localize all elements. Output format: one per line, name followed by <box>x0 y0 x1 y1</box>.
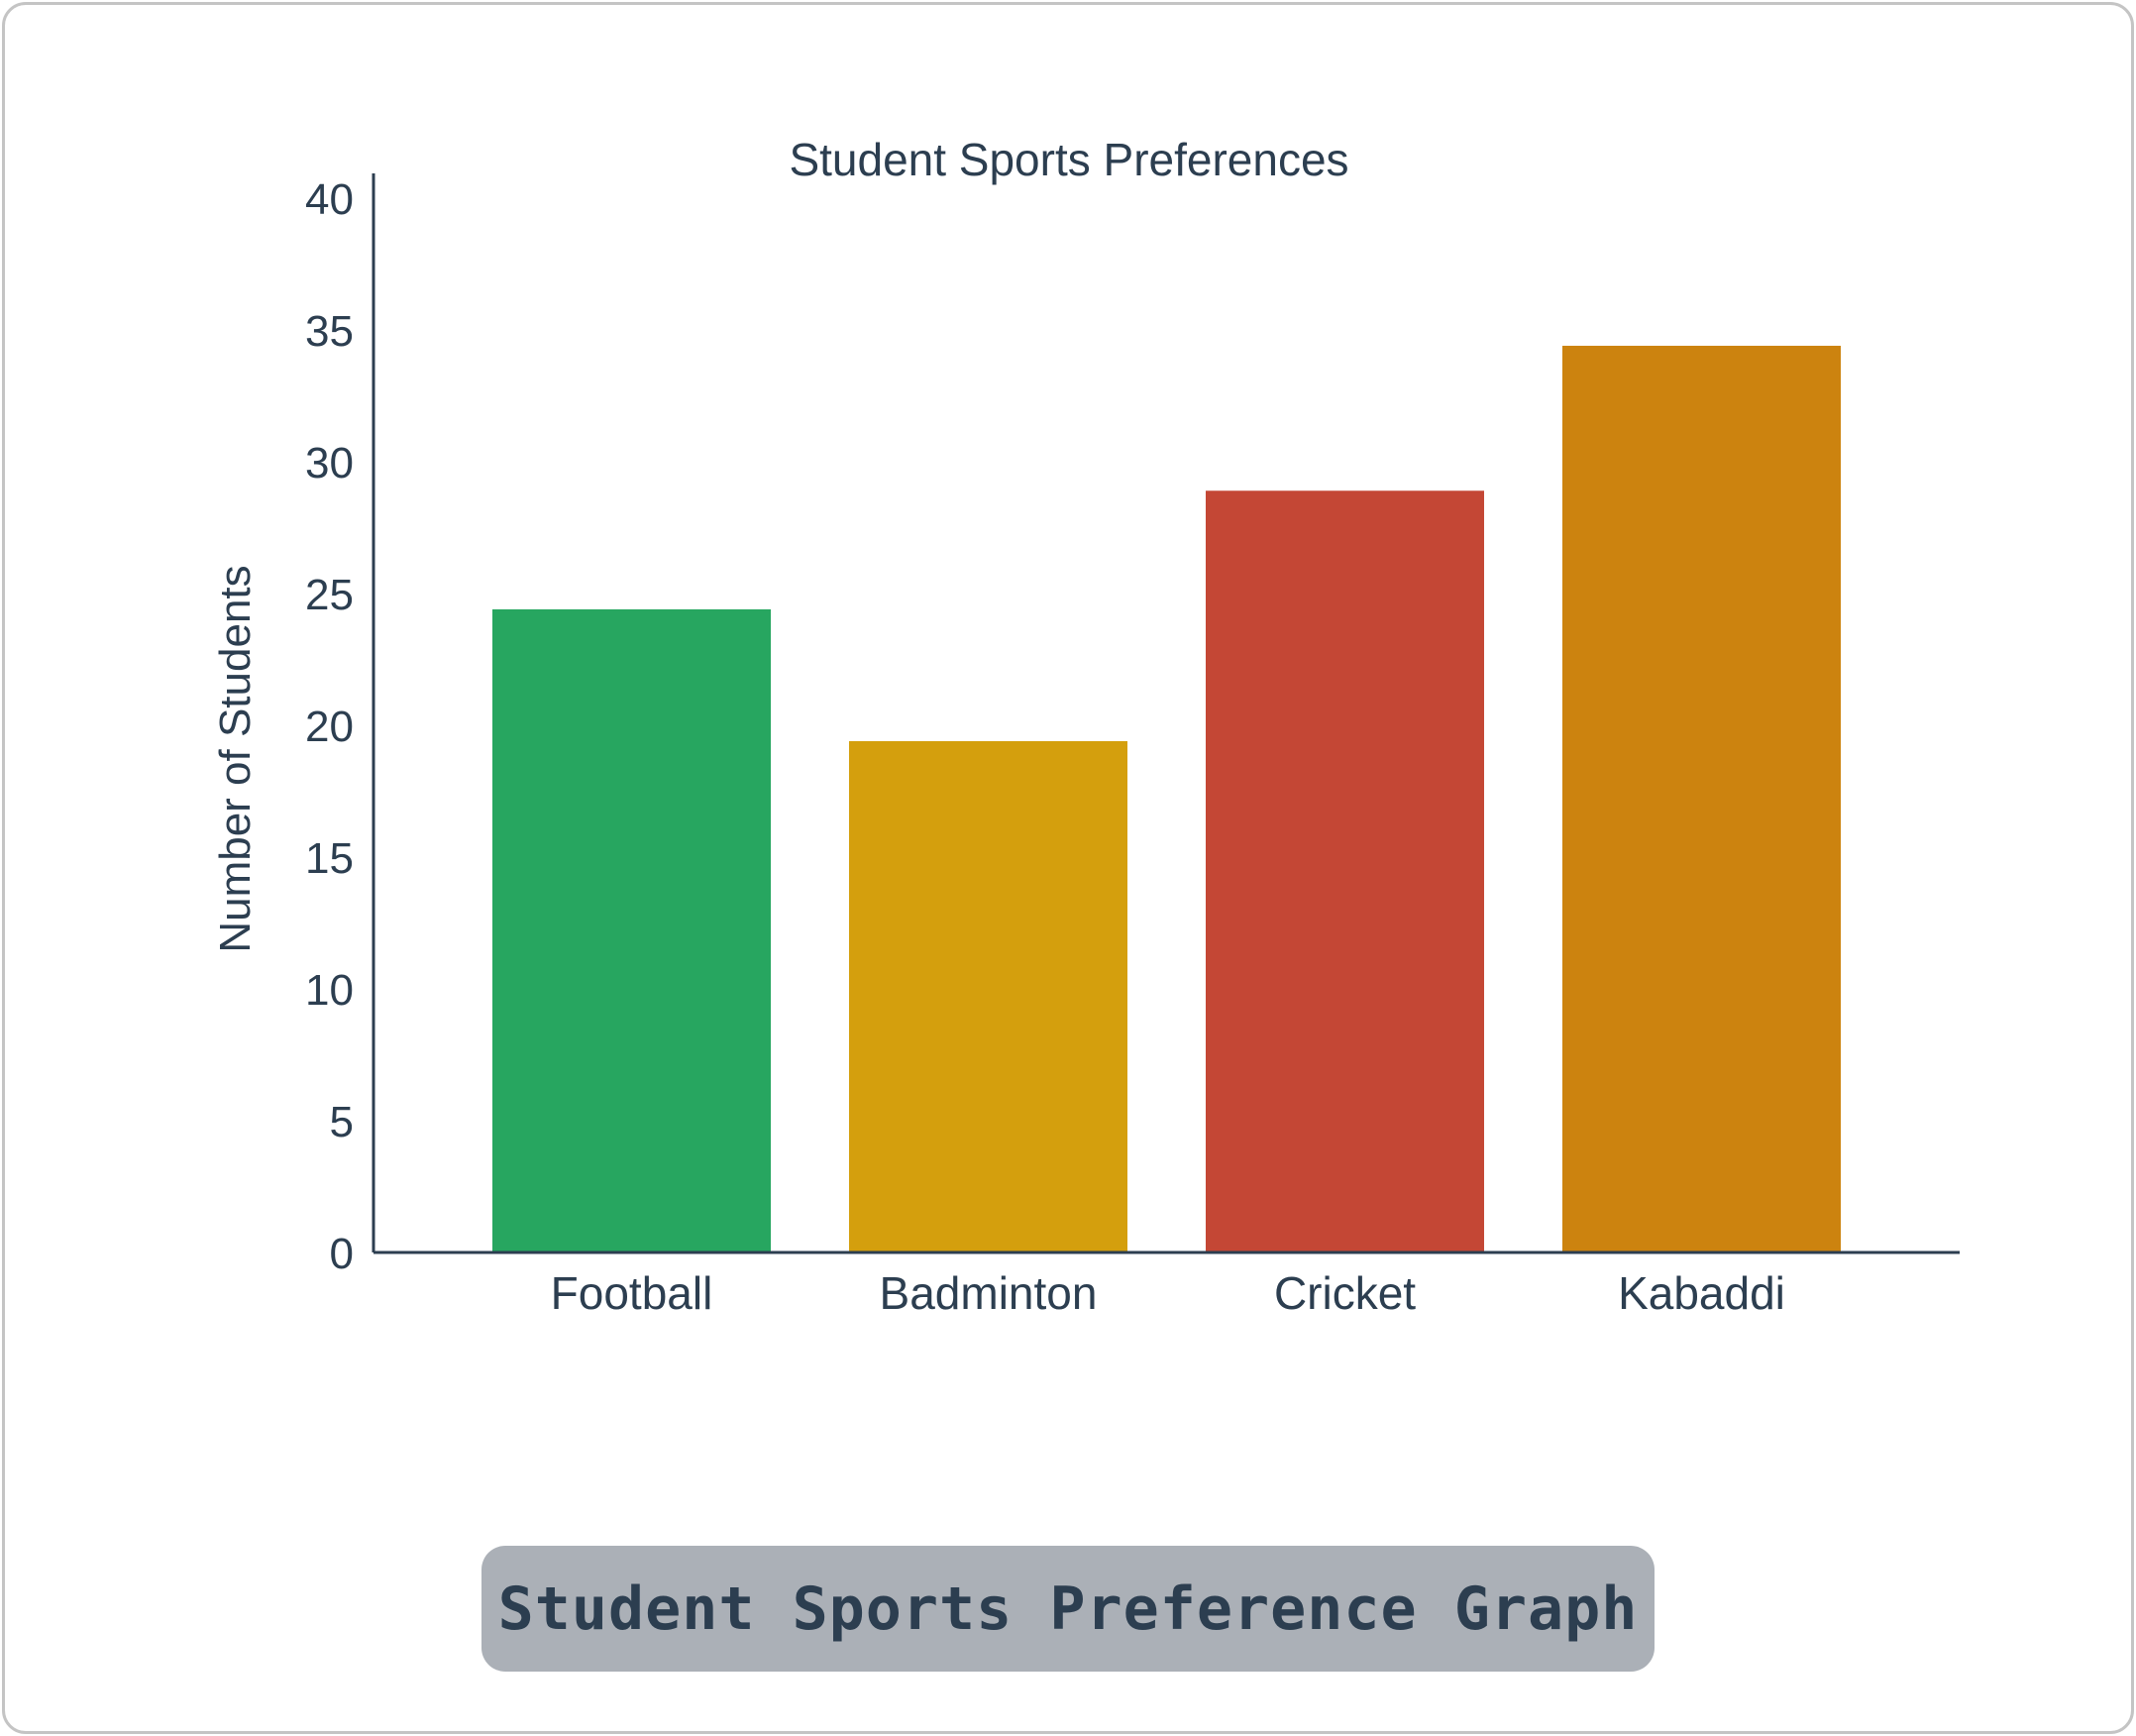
y-tick-label: 10 <box>305 966 354 1015</box>
bar-football <box>492 608 771 1252</box>
chart-caption-text: Student Sports Preference Graph <box>497 1573 1639 1644</box>
y-tick-label: 0 <box>330 1230 354 1278</box>
chart-caption-banner: Student Sports Preference Graph <box>481 1546 1655 1672</box>
x-tick-label: Kabaddi <box>1618 1267 1785 1319</box>
y-tick-label: 20 <box>305 703 354 751</box>
x-tick-label: Badminton <box>880 1267 1098 1319</box>
y-tick-label: 15 <box>305 834 354 883</box>
bar-kabaddi <box>1562 345 1841 1253</box>
y-tick-label: 40 <box>305 175 354 224</box>
chart-title: Student Sports Preferences <box>789 134 1348 185</box>
y-tick-label: 5 <box>330 1098 354 1146</box>
y-tick-label: 25 <box>305 571 354 619</box>
bar-badminton <box>849 740 1127 1252</box>
x-tick-label: Football <box>551 1267 713 1319</box>
y-tick-label: 35 <box>305 307 354 356</box>
y-axis-label: Number of Students <box>211 565 260 952</box>
x-tick-label: Cricket <box>1274 1267 1416 1319</box>
bar-cricket <box>1206 490 1484 1252</box>
y-tick-label: 30 <box>305 439 354 488</box>
